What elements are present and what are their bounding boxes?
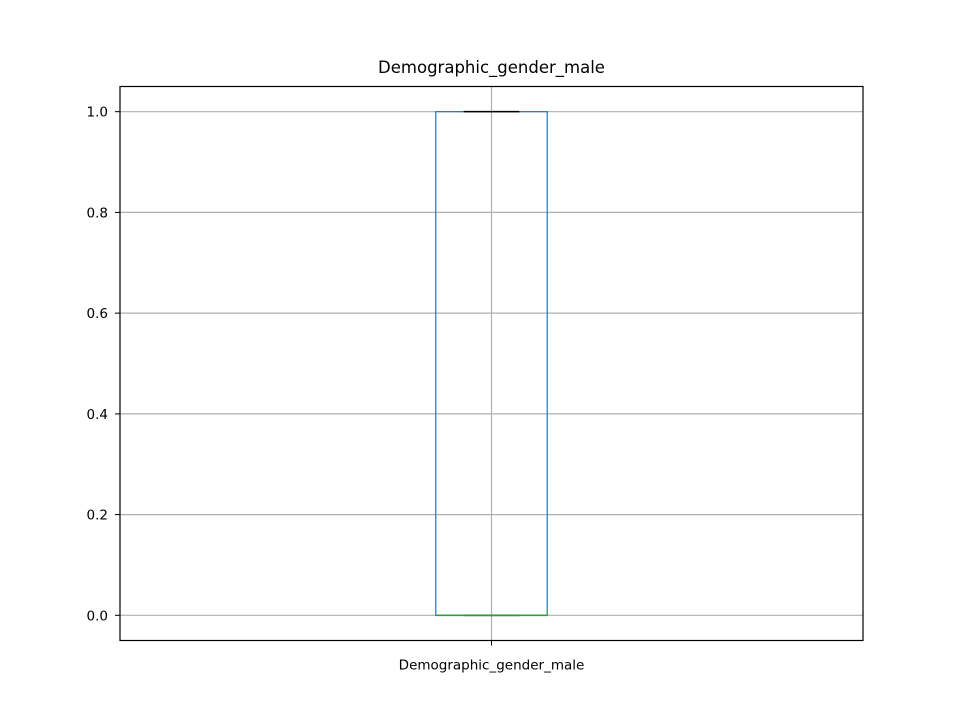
y-tick-label: 0.2 <box>87 508 108 524</box>
y-tick-label: 0.8 <box>87 205 108 221</box>
x-tick-label: Demographic_gender_male <box>399 658 585 674</box>
chart-title: Demographic_gender_male <box>378 58 605 78</box>
y-tick-label: 0.6 <box>87 306 108 322</box>
y-tick-label: 0.4 <box>87 407 108 423</box>
tick-layer: 0.0 0.2 0.4 0.6 0.8 1.0 Demographic_gender_mal… <box>87 105 585 674</box>
y-tick-label: 0.0 <box>87 608 108 624</box>
y-tick-label: 1.0 <box>87 105 108 121</box>
grid-layer <box>120 86 863 641</box>
box-layer <box>435 110 548 617</box>
